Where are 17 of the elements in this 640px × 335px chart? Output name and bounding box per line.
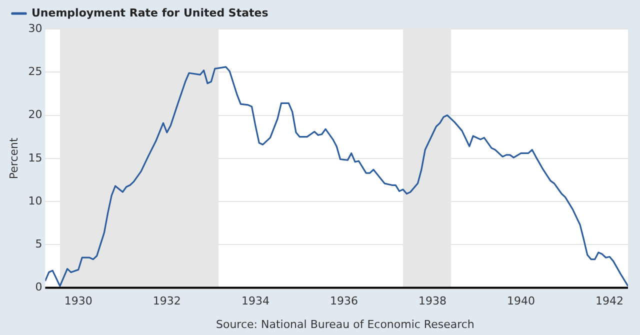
x-tick-label: 1940 [507, 294, 536, 308]
source-note: Source: National Bureau of Economic Research [216, 318, 474, 331]
y-tick-label: 30 [28, 22, 42, 35]
x-tick-label: 1930 [64, 294, 92, 308]
legend-label: Unemployment Rate for United States [32, 6, 269, 20]
y-tick-label: 15 [28, 151, 42, 164]
x-tick-label: 1932 [152, 294, 181, 308]
y-tick-label: 25 [28, 64, 42, 78]
y-axis-title: Percent [7, 137, 20, 180]
x-tick-label: 1936 [330, 294, 358, 308]
y-tick-label: 20 [28, 108, 42, 122]
x-tick-label: 1934 [241, 294, 270, 308]
y-tick-label: 5 [35, 238, 42, 251]
y-tick-label: 10 [28, 194, 42, 208]
y-tick-label: 0 [35, 280, 42, 294]
x-tick-label: 1938 [418, 294, 447, 308]
x-tick-label: 1942 [596, 294, 624, 308]
